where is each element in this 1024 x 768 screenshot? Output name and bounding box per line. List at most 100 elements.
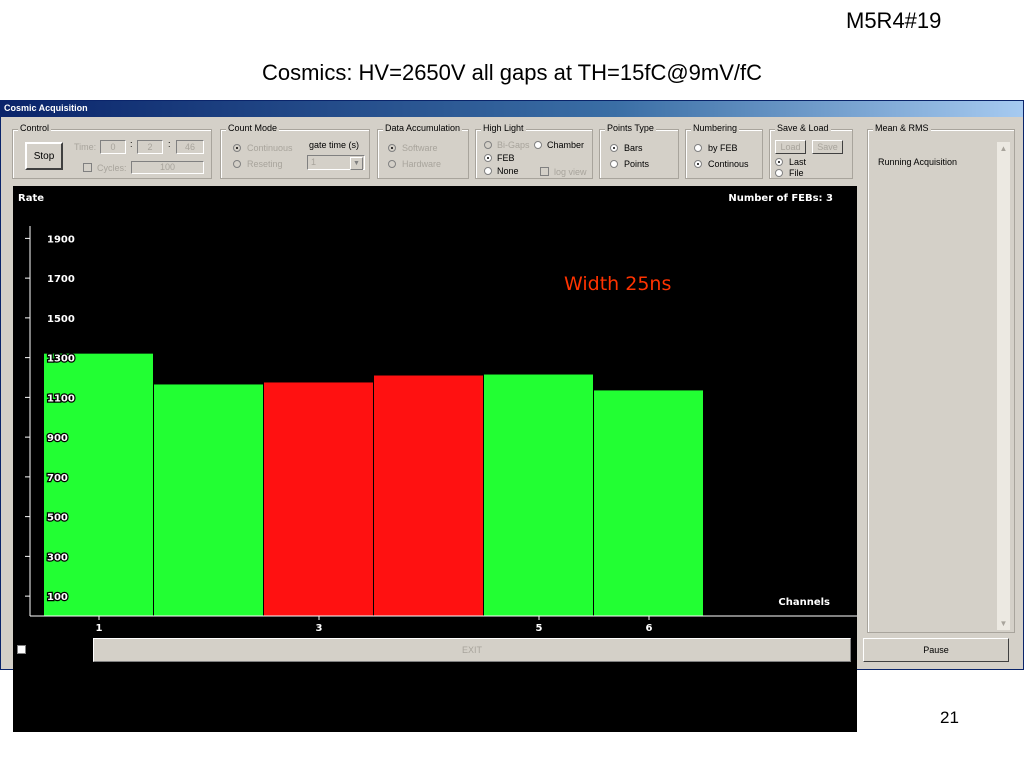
mean-rms-group: Mean & RMS Running Acquisition ▲ ▼ [867,123,1015,633]
page-number: 21 [940,708,959,727]
reseting-label: Reseting [247,159,283,169]
x-tick-label: 6 [646,623,653,634]
scroll-down-icon[interactable]: ▼ [999,619,1008,628]
stop-button[interactable]: Stop [25,142,63,170]
slide-title: Cosmics: HV=2650V all gaps at TH=15fC@9m… [261,60,763,85]
x-tick-label: 1 [96,623,103,634]
slide-tag: M5R4#19 [846,8,942,33]
time-label: Time: [74,142,97,152]
y-tick-label: 1300 [47,354,75,365]
y-axis-label: Rate [18,193,44,204]
points-label: Points [624,159,650,169]
y-tick-label: 1500 [47,314,75,325]
points-type-group: Points Type Bars Points [599,123,679,179]
data-accumulation-title: Data Accumulation [383,123,463,133]
y-tick-label: 1700 [47,274,75,285]
by-feb-radio[interactable] [694,144,702,152]
injection-test-label: Injection Test [30,644,83,654]
window-title-bar: Cosmic Acquisition [1,101,1023,117]
last-radio[interactable] [775,158,783,166]
log-view-label: log view [554,167,587,177]
cycles-field: 100 [131,161,204,174]
pause-button[interactable]: Pause [863,638,1009,662]
bar-channel-1 [44,353,153,616]
points-radio[interactable] [610,160,618,168]
time-colon-1: : [130,139,133,149]
data-accumulation-group: Data Accumulation Software Hardware [377,123,469,179]
software-radio[interactable] [388,144,396,152]
running-acquisition-text: Running Acquisition [878,157,958,167]
gate-time-label: gate time (s) [309,140,360,150]
y-tick-label: 700 [47,473,68,484]
bar-channel-4 [374,375,483,616]
feb-label: FEB [497,153,515,163]
control-group-title: Control [18,123,52,133]
reseting-radio[interactable] [233,160,241,168]
points-type-title: Points Type [605,123,656,133]
log-view-checkbox[interactable] [540,167,549,176]
count-mode-group: Count Mode Continuous Reseting gate time… [220,123,370,179]
none-radio[interactable] [484,167,492,175]
cycles-label: Cycles: [97,163,127,173]
gate-time-value: 1 [311,157,317,167]
continuous-radio[interactable] [233,144,241,152]
numbering-group: Numbering by FEB Continous [685,123,763,179]
control-group: Control Stop Time: 0 : 2 : 46 Cycles: 10… [12,123,212,179]
hardware-radio[interactable] [388,160,396,168]
cycles-checkbox[interactable] [83,163,92,172]
chamber-radio[interactable] [534,141,542,149]
x-axis-label: Channels [778,597,830,608]
y-tick-label: 1100 [47,393,75,404]
hardware-label: Hardware [402,159,442,169]
time-hours-field: 0 [100,140,126,154]
file-label: File [789,168,804,178]
mean-rms-scrollbar[interactable]: ▲ ▼ [997,142,1010,630]
width-annotation: Width 25ns [564,273,671,295]
bars-radio[interactable] [610,144,618,152]
y-tick-label: 500 [47,513,68,524]
last-label: Last [789,157,807,167]
window-title: Cosmic Acquisition [4,103,88,113]
bigaps-radio[interactable] [484,141,492,149]
bar-channel-6 [594,390,703,616]
bar-channel-5 [484,374,593,616]
count-mode-title: Count Mode [226,123,280,133]
continous-label: Continous [708,159,749,169]
y-tick-label: 300 [47,552,68,563]
numbering-title: Numbering [691,123,740,133]
continous-radio[interactable] [694,160,702,168]
software-label: Software [402,143,438,153]
bar-channel-2 [154,384,263,616]
bars-label: Bars [624,143,643,153]
save-load-title: Save & Load [775,123,831,133]
chevron-down-icon[interactable]: ▼ [350,157,363,170]
bigaps-label: Bi-Gaps [497,140,530,150]
file-radio[interactable] [775,169,783,177]
time-seconds-field: 46 [176,140,204,154]
y-tick-label: 900 [47,433,68,444]
by-feb-label: by FEB [708,143,738,153]
scroll-up-icon[interactable]: ▲ [999,144,1008,153]
high-light-title: High Light [481,123,526,133]
continuous-label: Continuous [247,143,293,153]
mean-rms-title: Mean & RMS [873,123,931,133]
save-load-group: Save & Load Load Save Last File [769,123,853,179]
gate-time-select[interactable]: 1 ▼ [307,155,365,170]
bar-channel-3 [264,382,373,616]
x-tick-label: 3 [316,623,323,634]
y-tick-label: 100 [47,592,68,603]
time-colon-2: : [168,139,171,149]
chamber-label: Chamber [547,140,585,150]
save-button[interactable]: Save [812,140,843,154]
exit-button[interactable]: EXIT [93,638,851,662]
footer-date: 1 October 2006 [62,708,180,727]
y-tick-label: 1900 [47,234,75,245]
x-tick-label: 5 [536,623,543,634]
time-minutes-field: 2 [137,140,163,154]
injection-test-checkbox[interactable] [17,645,26,654]
footer-author: Anatoly Kashchuk [433,708,570,727]
high-light-group: High Light Bi-Gaps Chamber FEB None log … [475,123,593,179]
load-button[interactable]: Load [775,140,806,154]
feb-radio[interactable] [484,154,492,162]
feb-count-label: Number of FEBs: 3 [728,193,833,204]
